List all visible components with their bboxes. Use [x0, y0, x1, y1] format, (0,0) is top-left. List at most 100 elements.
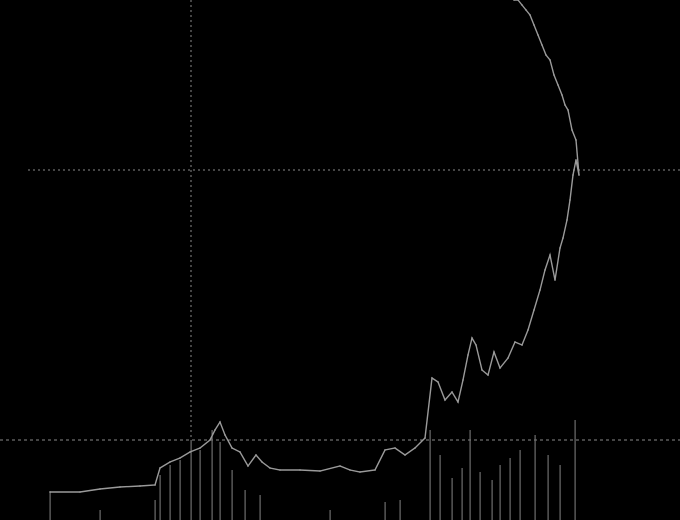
price-point [199, 447, 201, 449]
price-point [189, 451, 191, 453]
price-point [261, 461, 263, 463]
price-point [219, 421, 221, 423]
price-point [99, 488, 101, 490]
volume-bar [99, 510, 101, 520]
volume-bar [534, 435, 536, 520]
price-point [507, 357, 509, 359]
price-point [299, 469, 301, 471]
price-point [437, 381, 439, 383]
volume-bar [574, 420, 576, 520]
price-point [575, 139, 577, 141]
price-point [545, 54, 547, 56]
price-point [561, 94, 563, 96]
price-point [539, 289, 541, 291]
volume-bar [547, 455, 549, 520]
price-point [179, 457, 181, 459]
price-point [374, 469, 376, 471]
price-point [119, 486, 121, 488]
price-point [569, 199, 571, 201]
price-point [451, 391, 453, 393]
price-point [562, 237, 564, 239]
volume-bar [211, 430, 213, 520]
volume-bar [244, 490, 246, 520]
volume-bar [154, 500, 156, 520]
price-point [394, 447, 396, 449]
price-point [481, 369, 483, 371]
price-point [139, 485, 141, 487]
volume-bar [451, 478, 453, 520]
volume-bar [190, 440, 192, 520]
volume-bar [439, 455, 441, 520]
volume-bar [559, 465, 561, 520]
price-point [209, 439, 211, 441]
price-point [557, 84, 559, 86]
volume-bar [231, 470, 233, 520]
volume-bar [399, 500, 401, 520]
volume-series [49, 420, 576, 520]
price-point [533, 24, 535, 26]
price-point [549, 254, 551, 256]
price-point [578, 174, 580, 176]
volume-bar [499, 465, 501, 520]
price-point [553, 74, 555, 76]
price-point [319, 470, 321, 472]
price-point [279, 469, 281, 471]
volume-bar [509, 458, 511, 520]
price-point [514, 341, 516, 343]
price-point [159, 467, 161, 469]
volume-bar [491, 480, 493, 520]
price-point [493, 351, 495, 353]
volume-bar [219, 442, 221, 520]
volume-bar [49, 492, 51, 520]
price-point [529, 14, 531, 16]
price-point [559, 247, 561, 249]
price-point [549, 59, 551, 61]
price-point [414, 447, 416, 449]
price-point [214, 429, 216, 431]
volume-bar [429, 430, 431, 520]
price-point [499, 367, 501, 369]
price-point [475, 344, 477, 346]
volume-bar [179, 460, 181, 520]
price-point [247, 465, 249, 467]
price-point [554, 279, 556, 281]
price-point [169, 461, 171, 463]
volume-bar [159, 475, 161, 520]
price-point [384, 449, 386, 451]
price-point [541, 44, 543, 46]
volume-bar [461, 468, 463, 520]
volume-bar [169, 465, 171, 520]
price-point [525, 9, 527, 11]
price-point [359, 471, 361, 473]
price-point [404, 454, 406, 456]
price-point [457, 401, 459, 403]
price-point [431, 377, 433, 379]
price-point [79, 491, 81, 493]
price-point [571, 129, 573, 131]
price-point [533, 309, 535, 311]
price-point [154, 484, 156, 486]
price-point [231, 447, 233, 449]
price-point [467, 354, 469, 356]
price-point [349, 469, 351, 471]
price-point [471, 337, 473, 339]
price-point [564, 104, 566, 106]
volume-bar [519, 450, 521, 520]
price-point [239, 451, 241, 453]
volume-bar [469, 430, 471, 520]
price-point [339, 465, 341, 467]
volume-bar [199, 450, 201, 520]
price-point [572, 174, 574, 176]
price-point [49, 491, 51, 493]
price-point [517, 0, 519, 1]
price-point [521, 4, 523, 6]
price-point [513, 0, 515, 1]
volume-bar [259, 495, 261, 520]
price-point [567, 109, 569, 111]
price-point [424, 437, 426, 439]
price-point [566, 219, 568, 221]
price-point [255, 454, 257, 456]
